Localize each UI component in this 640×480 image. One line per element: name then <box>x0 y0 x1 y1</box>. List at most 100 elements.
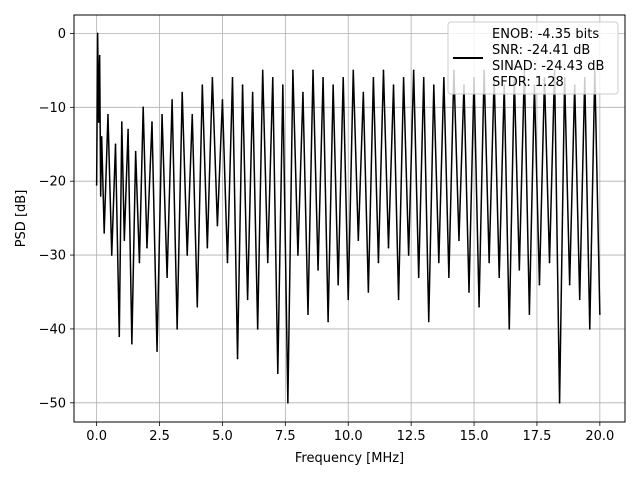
psd-data-point <box>342 76 345 79</box>
psd-data-point <box>443 76 445 79</box>
psd-data-point <box>392 84 395 86</box>
x-tick-label: 7.5 <box>275 429 296 444</box>
psd-data-point <box>327 320 329 323</box>
psd-data-point <box>347 298 350 301</box>
psd-data-point <box>151 121 153 123</box>
psd-data-point <box>402 76 405 79</box>
legend-label-snr: SNR: -24.41 dB <box>492 43 590 58</box>
psd-data-point <box>282 84 284 86</box>
psd-data-point <box>166 276 168 279</box>
psd-data-point <box>367 291 370 293</box>
psd-data-point <box>287 401 289 404</box>
psd-data-point <box>387 246 390 249</box>
y-tick-label: −10 <box>39 101 66 116</box>
y-tick-label: −40 <box>39 322 66 337</box>
psd-data-point <box>276 372 279 375</box>
psd-data-point <box>528 313 531 315</box>
legend-label-sfdr: SFDR: 1.28 <box>492 75 564 90</box>
psd-data-point <box>407 254 410 256</box>
psd-data-point <box>98 54 101 57</box>
psd-data-point <box>256 328 259 330</box>
x-tick-label: 0.0 <box>86 429 107 444</box>
y-tick-label: −20 <box>39 175 66 190</box>
psd-data-point <box>107 113 109 116</box>
psd-data-point <box>548 261 551 264</box>
legend: ENOB: -4.35 bits SNR: -24.41 dB SINAD: -… <box>447 21 619 95</box>
psd-data-point <box>427 320 430 323</box>
psd-data-point <box>397 298 400 301</box>
x-tick-label: 2.5 <box>149 429 170 444</box>
psd-data-point <box>332 84 334 86</box>
legend-box <box>447 21 619 95</box>
psd-data-point <box>538 283 541 286</box>
psd-data-point <box>95 184 98 186</box>
psd-data-point <box>121 121 123 123</box>
psd-data-point <box>297 254 299 256</box>
psd-data-point <box>186 254 189 256</box>
psd-data-point <box>307 313 309 315</box>
psd-data-point <box>438 261 440 264</box>
psd-data-point <box>127 128 129 131</box>
psd-data-point <box>357 239 360 242</box>
y-tick-label: −50 <box>39 396 66 411</box>
psd-data-point <box>96 32 99 35</box>
psd-data-point <box>271 76 274 79</box>
psd-data-point <box>110 254 113 256</box>
psd-data-point <box>138 261 141 264</box>
psd-data-point <box>498 276 501 279</box>
psd-data-point <box>362 91 365 94</box>
psd-data-point <box>558 401 561 404</box>
y-axis-label: PSD [dB] <box>14 190 29 248</box>
psd-data-point <box>261 69 264 72</box>
x-tick-label: 12.5 <box>397 429 426 444</box>
psd-data-point <box>156 350 158 352</box>
psd-data-point <box>352 69 355 72</box>
psd-data-point <box>317 269 319 271</box>
x-tick-label: 17.5 <box>522 429 551 444</box>
psd-data-point <box>432 84 435 86</box>
legend-label-enob: ENOB: -4.35 bits <box>492 27 599 42</box>
psd-data-point <box>103 232 105 234</box>
psd-data-point <box>412 69 415 72</box>
psd-data-point <box>142 106 144 109</box>
x-tick-label: 15.0 <box>460 429 489 444</box>
psd-data-point <box>241 84 244 86</box>
x-tick-label: 20.0 <box>585 429 614 444</box>
psd-data-point <box>448 276 450 279</box>
psd-data-point <box>216 224 219 227</box>
psd-data-point <box>176 328 178 330</box>
x-tick-label: 10.0 <box>334 429 363 444</box>
psd-data-point <box>236 357 239 360</box>
plot-frame <box>73 14 626 423</box>
psd-data-point <box>221 99 224 101</box>
psd-data-point <box>231 76 234 79</box>
psd-data-point <box>372 76 375 79</box>
psd-data-point <box>251 91 254 94</box>
psd-data-point <box>226 261 229 264</box>
psd-data-point <box>266 261 269 264</box>
psd-data-point <box>99 195 102 197</box>
psd-data-point <box>312 69 314 72</box>
psd-data-point <box>468 291 470 293</box>
y-tick-label: 0 <box>58 27 66 42</box>
psd-data-point <box>568 283 571 286</box>
psd-data-point <box>201 84 204 86</box>
psd-data-point <box>146 246 148 249</box>
psd-data-point <box>488 261 490 264</box>
psd-data-point <box>337 283 339 286</box>
psd-data-point <box>518 269 521 271</box>
psd-data-point <box>114 143 117 146</box>
psd-data-point <box>206 246 209 249</box>
psd-data-point <box>377 261 380 264</box>
psd-data-point <box>588 328 591 330</box>
psd-data-point <box>322 76 324 79</box>
psd-data-point <box>191 113 194 116</box>
psd-data-point <box>97 121 100 123</box>
psd-data-point <box>246 298 249 301</box>
ticks: 0.0 2.5 5.0 7.5 10.0 12.5 15.0 17.5 20.0 0 −10 −20 −… <box>39 27 615 444</box>
x-axis-label: Frequency [MHz] <box>295 451 404 466</box>
psd-data-point <box>292 69 294 72</box>
psd-data-point <box>417 276 420 279</box>
psd-data-point <box>382 69 385 72</box>
y-tick-label: −30 <box>39 249 66 264</box>
